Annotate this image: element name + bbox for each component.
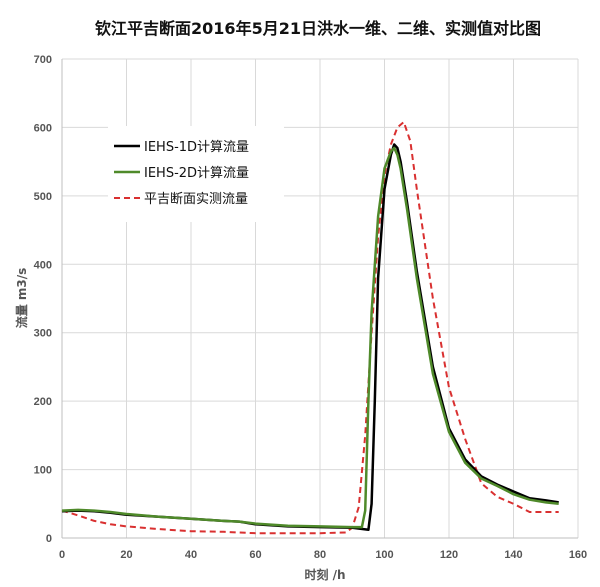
y-tick-label: 600 [34,122,52,134]
series-group [61,121,559,535]
legend-label-2: 平吉断面实测流量 [144,192,248,207]
series-line-2 [61,121,559,535]
y-tick-label: 300 [34,328,52,340]
y-tick-label: 0 [46,533,52,545]
chart-title: 钦江平吉断面2016年5月21日洪水一维、二维、实测值对比图 [95,19,541,38]
x-axis-label: 时刻 /h [304,567,345,582]
x-tick-label: 160 [569,549,587,561]
legend-label-0: IEHS-1D计算流量 [144,140,249,155]
y-axis-ticks: 0 100 200 300 400 500 600 700 [34,54,52,545]
x-tick-label: 80 [314,549,326,561]
x-tick-label: 100 [375,549,393,561]
x-tick-label: 120 [440,549,458,561]
series-line-1 [61,146,559,529]
y-tick-label: 200 [34,396,52,408]
x-tick-label: 0 [59,549,65,561]
y-tick-label: 500 [34,191,52,203]
legend-box [108,126,284,222]
x-tick-label: 20 [120,549,132,561]
x-tick-label: 60 [249,549,261,561]
x-axis-ticks: 0 20 40 60 80 100 120 140 160 [59,549,587,561]
legend-label-1: IEHS-2D计算流量 [144,166,249,181]
x-tick-label: 40 [185,549,197,561]
y-tick-label: 700 [34,54,52,66]
x-tick-label: 140 [504,549,522,561]
y-axis-label: 流量 m3/s [14,268,29,329]
y-tick-label: 400 [34,259,52,271]
y-tick-label: 100 [34,465,52,477]
